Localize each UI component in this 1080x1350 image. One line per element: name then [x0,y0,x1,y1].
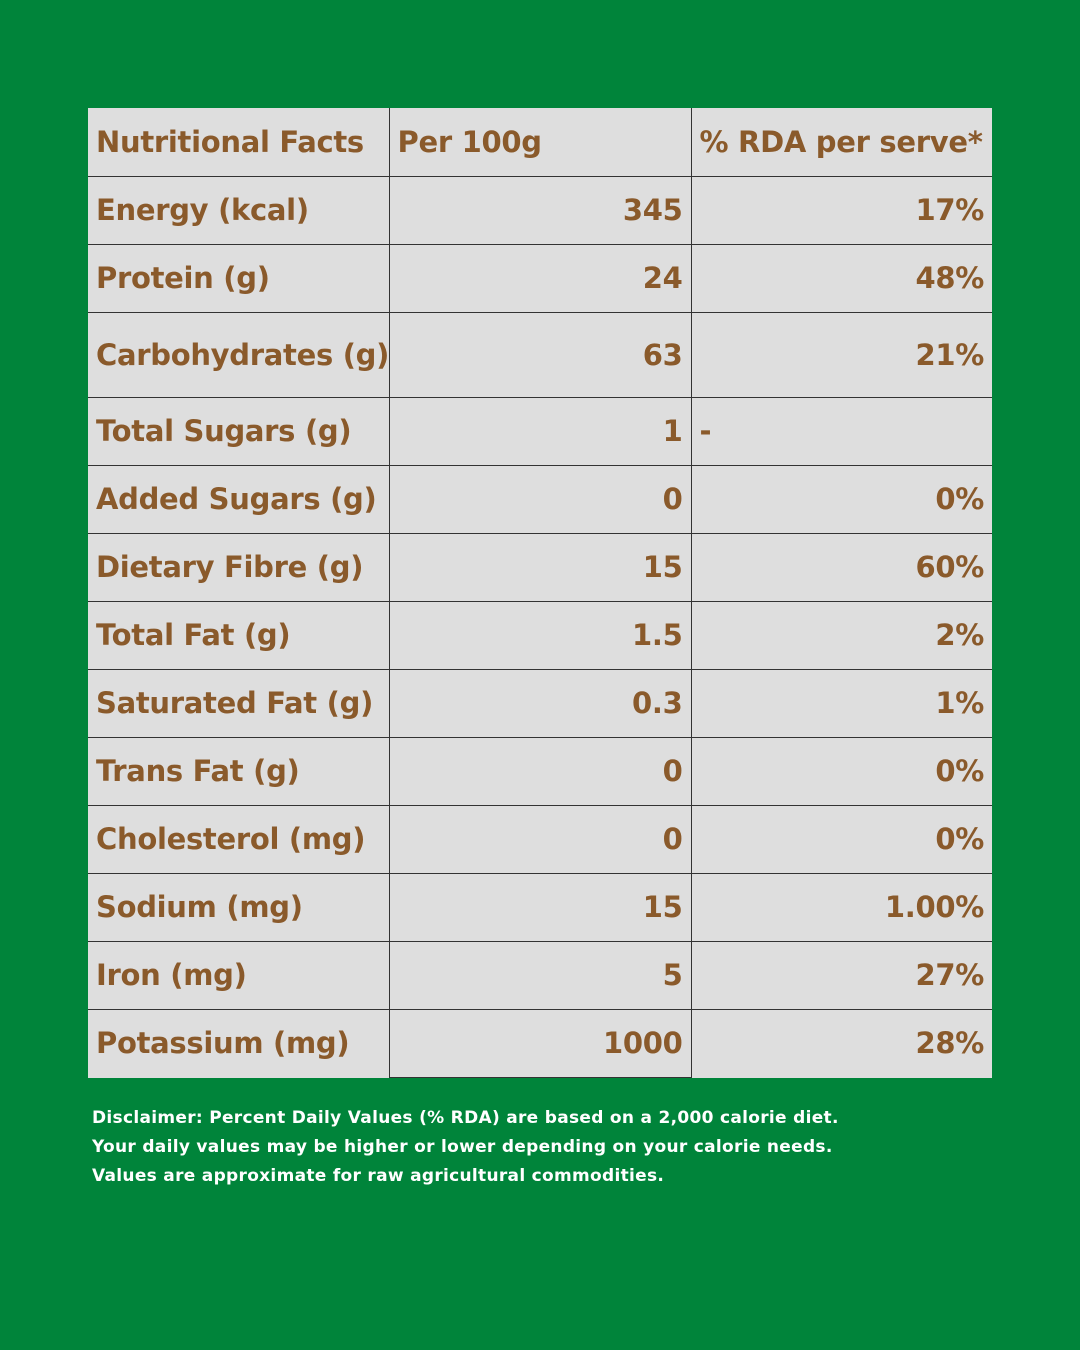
table-row: Protein (g) 24 48% [88,243,992,312]
rda-value: - [691,396,992,465]
table-row: Dietary Fibre (g) 15 60% [88,532,992,601]
table-row: Iron (mg) 5 27% [88,940,992,1009]
rda-value: 0% [691,736,992,805]
per-100g-value: 63 [388,311,692,397]
rda-value: 0% [691,464,992,533]
per-100g-value: 5 [388,940,692,1009]
nutrient-label: Energy (kcal) [88,175,389,244]
per-100g-value: 15 [388,532,692,601]
rda-value: 21% [691,311,992,397]
header-nutritional-facts: Nutritional Facts [96,124,364,159]
table-row: Trans Fat (g) 0 0% [88,736,992,805]
disclaimer: Disclaimer: Percent Daily Values (% RDA)… [92,1104,992,1191]
rda-value: 28% [691,1008,992,1077]
disclaimer-line: Values are approximate for raw agricultu… [92,1166,665,1186]
table-row: Carbohydrates (g) 63 21% [88,311,992,397]
table-row: Energy (kcal) 345 17% [88,175,992,244]
table-row: Total Fat (g) 1.5 2% [88,600,992,669]
per-100g-value: 1 [388,396,692,465]
nutrient-label: Potassium (mg) [88,1008,389,1077]
nutrient-label: Trans Fat (g) [88,736,389,805]
nutrient-label: Sodium (mg) [88,872,389,941]
table-row: Cholesterol (mg) 0 0% [88,804,992,873]
per-100g-value: 1.5 [388,600,692,669]
rda-value: 1.00% [691,872,992,941]
rda-value: 0% [691,804,992,873]
nutrient-label: Total Sugars (g) [88,396,389,465]
per-100g-value: 0 [388,464,692,533]
table-row: Saturated Fat (g) 0.3 1% [88,668,992,737]
per-100g-value: 15 [388,872,692,941]
nutrient-label: Dietary Fibre (g) [88,532,389,601]
table-header-row: Nutritional Facts Per 100g % RDA per ser… [88,108,992,176]
per-100g-value: 1000 [388,1008,692,1078]
nutrient-label: Cholesterol (mg) [88,804,389,873]
rda-value: 2% [691,600,992,669]
table-row: Total Sugars (g) 1 - [88,396,992,465]
per-100g-value: 0 [388,804,692,873]
header-rda-per-serve: % RDA per serve* [699,124,983,159]
rda-value: 60% [691,532,992,601]
nutrition-facts-table: Nutritional Facts Per 100g % RDA per ser… [88,108,992,1078]
per-100g-value: 0 [388,736,692,805]
nutrient-label: Carbohydrates (g) [88,311,389,397]
nutrient-label: Saturated Fat (g) [88,668,389,737]
nutrient-label: Added Sugars (g) [88,464,389,533]
rda-value: 48% [691,243,992,312]
nutrient-label: Protein (g) [88,243,389,312]
rda-value: 27% [691,940,992,1009]
per-100g-value: 24 [388,243,692,312]
rda-value: 1% [691,668,992,737]
table-row: Added Sugars (g) 0 0% [88,464,992,533]
nutrient-label: Iron (mg) [88,940,389,1009]
disclaimer-line: Disclaimer: Percent Daily Values (% RDA)… [92,1108,839,1128]
nutrient-label: Total Fat (g) [88,600,389,669]
rda-value: 17% [691,175,992,244]
per-100g-value: 345 [388,175,692,244]
table-row: Sodium (mg) 15 1.00% [88,872,992,941]
table-row: Potassium (mg) 1000 28% [88,1008,992,1078]
disclaimer-line: Your daily values may be higher or lower… [92,1137,833,1157]
header-per-100g: Per 100g [388,108,692,176]
per-100g-value: 0.3 [388,668,692,737]
